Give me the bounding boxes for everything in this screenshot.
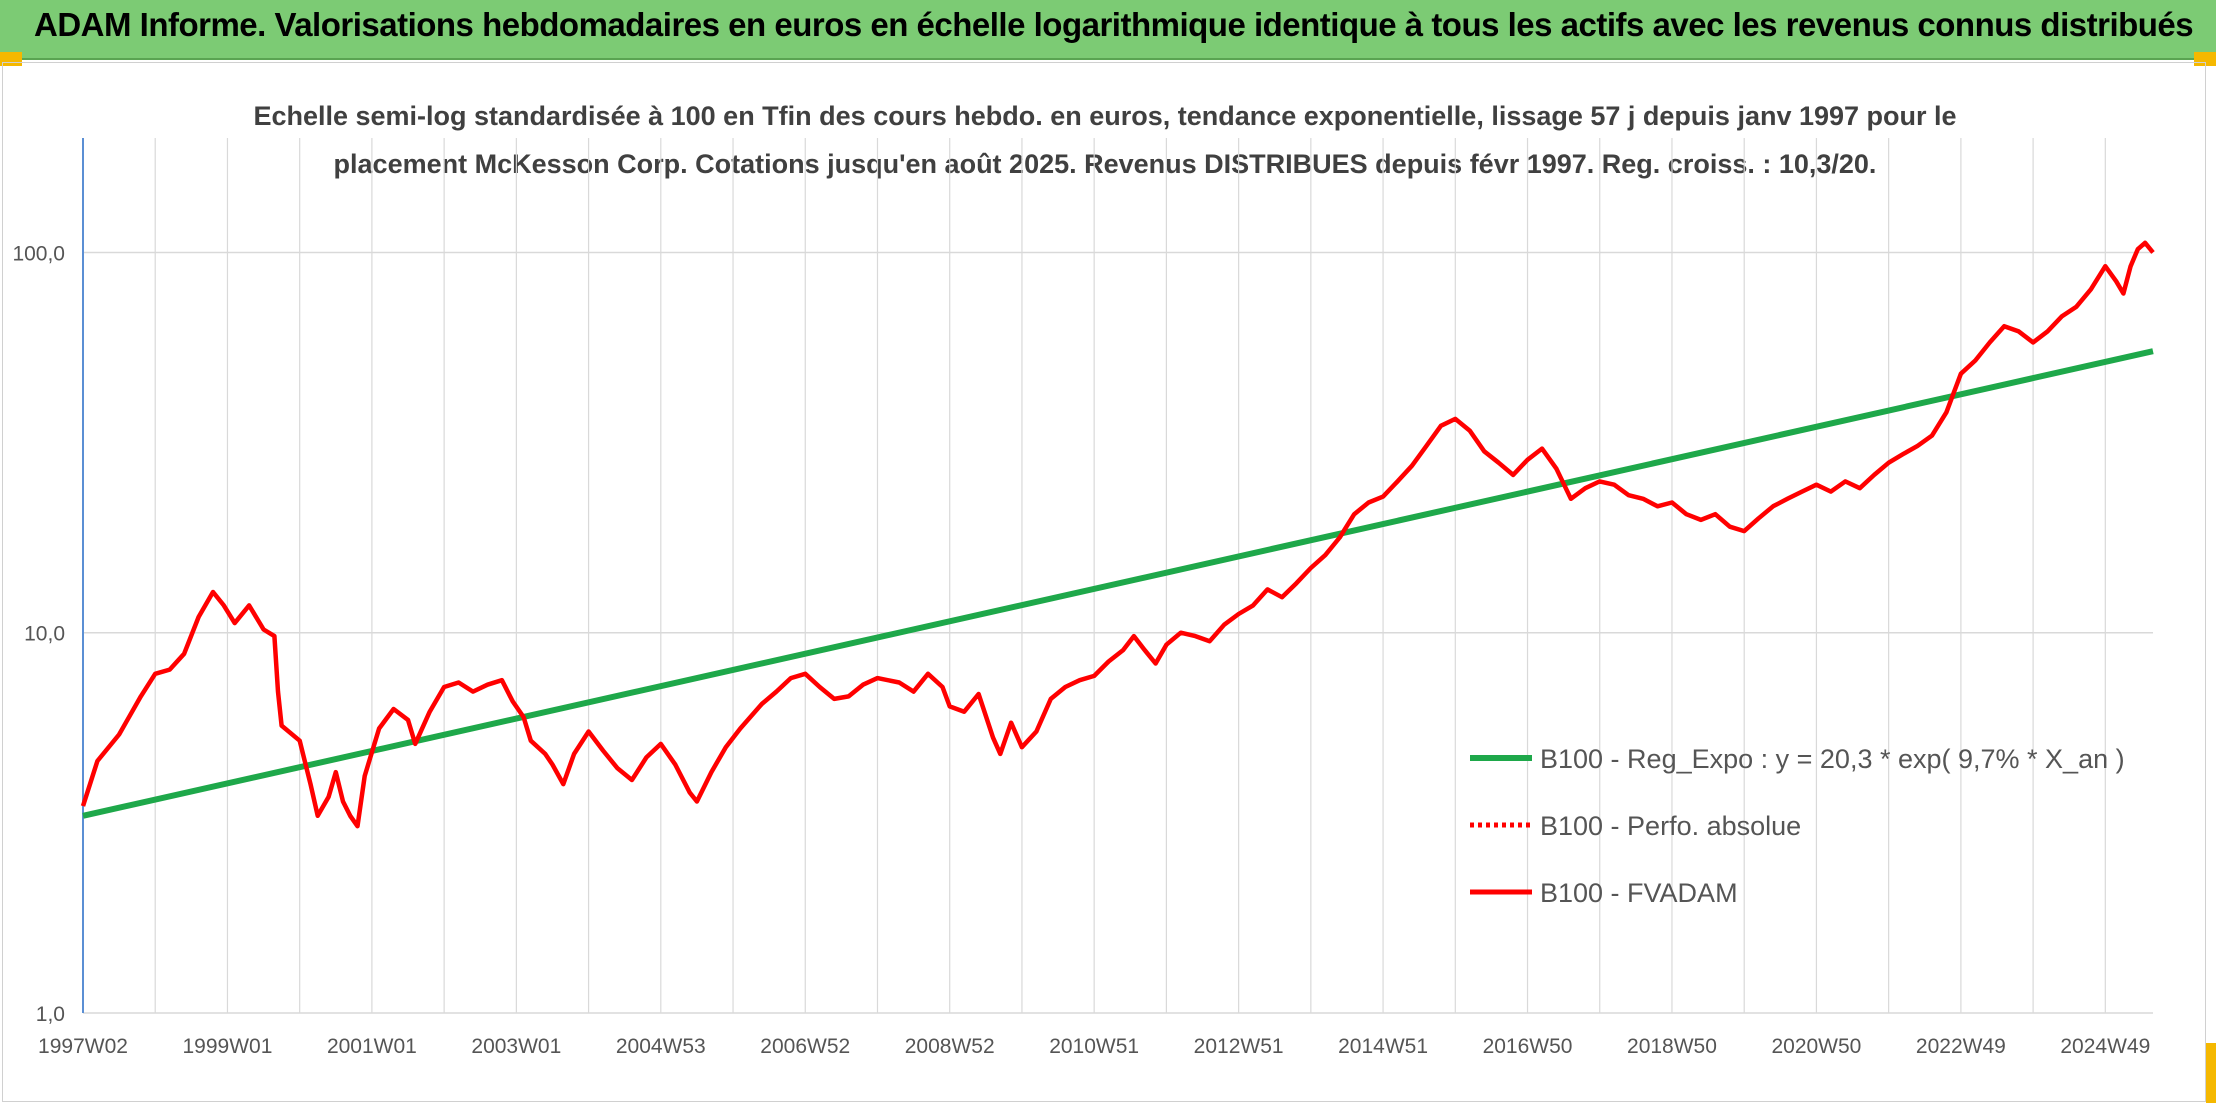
series-line-2 <box>80 240 2155 829</box>
x-tick-label: 2018W50 <box>1627 1035 1717 1058</box>
x-tick-label: 2006W52 <box>760 1035 850 1058</box>
series <box>80 240 2155 829</box>
y-tick-label: 1,0 <box>36 1003 65 1026</box>
x-tick-label: 2022W49 <box>1916 1035 2006 1058</box>
chart-subtitle-line1: Echelle semi-log standardisée à 100 en T… <box>253 101 1957 131</box>
y-axis-ticks: 1,0 10,0 100,0 <box>12 242 65 1026</box>
x-tick-label: 1999W01 <box>182 1035 272 1058</box>
y-tick-label: 10,0 <box>24 623 65 646</box>
x-tick-label: 2001W01 <box>327 1035 417 1058</box>
x-tick-label: 2004W53 <box>616 1035 706 1058</box>
chart-subtitle-line2: placement McKesson Corp. Cotations jusqu… <box>333 149 1877 179</box>
x-tick-label: 2016W50 <box>1483 1035 1573 1058</box>
x-tick-label: 2020W50 <box>1771 1035 1861 1058</box>
legend-label-2: B100 - FVADAM <box>1540 878 1738 908</box>
x-tick-label: 2008W52 <box>905 1035 995 1058</box>
x-tick-label: 1997W02 <box>38 1035 128 1058</box>
x-tick-label: 2003W01 <box>471 1035 561 1058</box>
x-tick-label: 2012W51 <box>1194 1035 1284 1058</box>
page-title: ADAM Informe. Valorisations hebdomadaire… <box>34 6 2194 43</box>
legend-label-1: B100 - Perfo. absolue <box>1540 811 1801 841</box>
x-tick-label: 2024W49 <box>2060 1035 2150 1058</box>
corner-marker <box>2206 1043 2216 1103</box>
y-tick-label: 100,0 <box>12 242 65 265</box>
series-line-0 <box>82 348 2154 819</box>
x-axis-ticks: 1997W02 1999W01 2001W01 2003W01 2004W53 2006W… <box>38 1035 2150 1058</box>
x-tick-label: 2014W51 <box>1338 1035 1428 1058</box>
chart-subtitle: Echelle semi-log standardisée à 100 en T… <box>200 92 2010 188</box>
x-tick-label: 2010W51 <box>1049 1035 1139 1058</box>
legend: B100 - Reg_Expo : y = 20,3 * exp( 9,7% *… <box>1470 744 2125 908</box>
legend-label-0: B100 - Reg_Expo : y = 20,3 * exp( 9,7% *… <box>1540 744 2125 774</box>
grid <box>82 138 2153 1014</box>
chart-frame <box>2 62 2206 1102</box>
title-bar: ADAM Informe. Valorisations hebdomadaire… <box>0 0 2216 60</box>
